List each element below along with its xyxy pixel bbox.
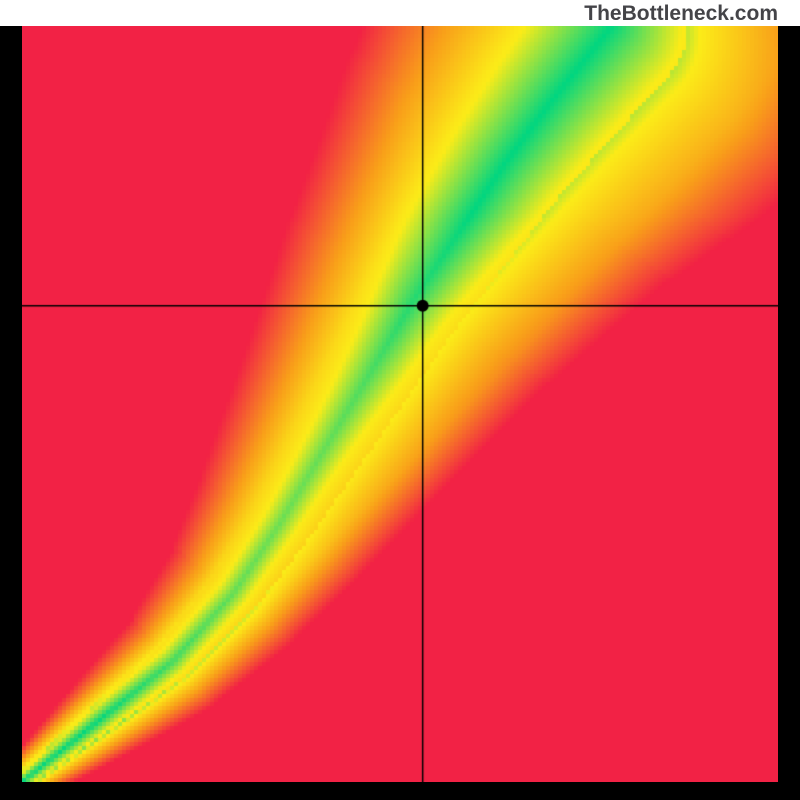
watermark-text: TheBottleneck.com <box>584 2 778 26</box>
bottleneck-heatmap <box>22 26 778 782</box>
